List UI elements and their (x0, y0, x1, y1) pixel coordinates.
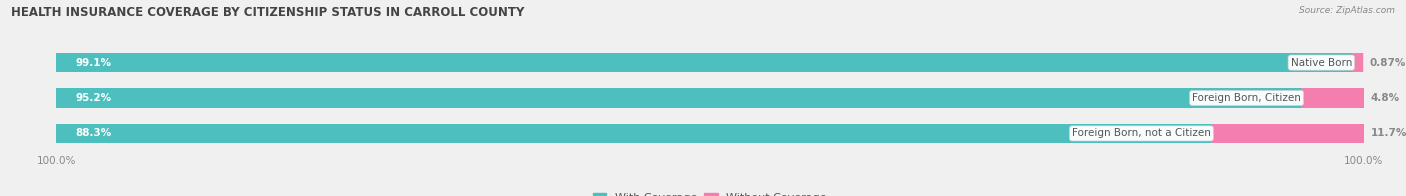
Bar (56, 53, 1353, 72)
Text: HEALTH INSURANCE COVERAGE BY CITIZENSHIP STATUS IN CARROLL COUNTY: HEALTH INSURANCE COVERAGE BY CITIZENSHIP… (11, 6, 524, 19)
Text: Foreign Born, Citizen: Foreign Born, Citizen (1192, 93, 1301, 103)
Bar (1211, 124, 1364, 143)
Text: 4.8%: 4.8% (1371, 93, 1399, 103)
Bar (56, 124, 1211, 143)
Text: 11.7%: 11.7% (1371, 128, 1406, 138)
Text: Native Born: Native Born (1291, 58, 1353, 68)
Text: Source: ZipAtlas.com: Source: ZipAtlas.com (1299, 6, 1395, 15)
Text: 88.3%: 88.3% (76, 128, 112, 138)
Text: Foreign Born, not a Citizen: Foreign Born, not a Citizen (1071, 128, 1211, 138)
Bar (56, 53, 1364, 72)
Bar (1301, 88, 1364, 108)
Text: 0.87%: 0.87% (1369, 58, 1406, 68)
Bar (56, 88, 1301, 108)
Bar (56, 124, 1364, 143)
Legend: With Coverage, Without Coverage: With Coverage, Without Coverage (589, 188, 831, 196)
Bar (1353, 53, 1364, 72)
Text: 95.2%: 95.2% (76, 93, 112, 103)
Text: 99.1%: 99.1% (76, 58, 112, 68)
Bar (56, 88, 1364, 108)
